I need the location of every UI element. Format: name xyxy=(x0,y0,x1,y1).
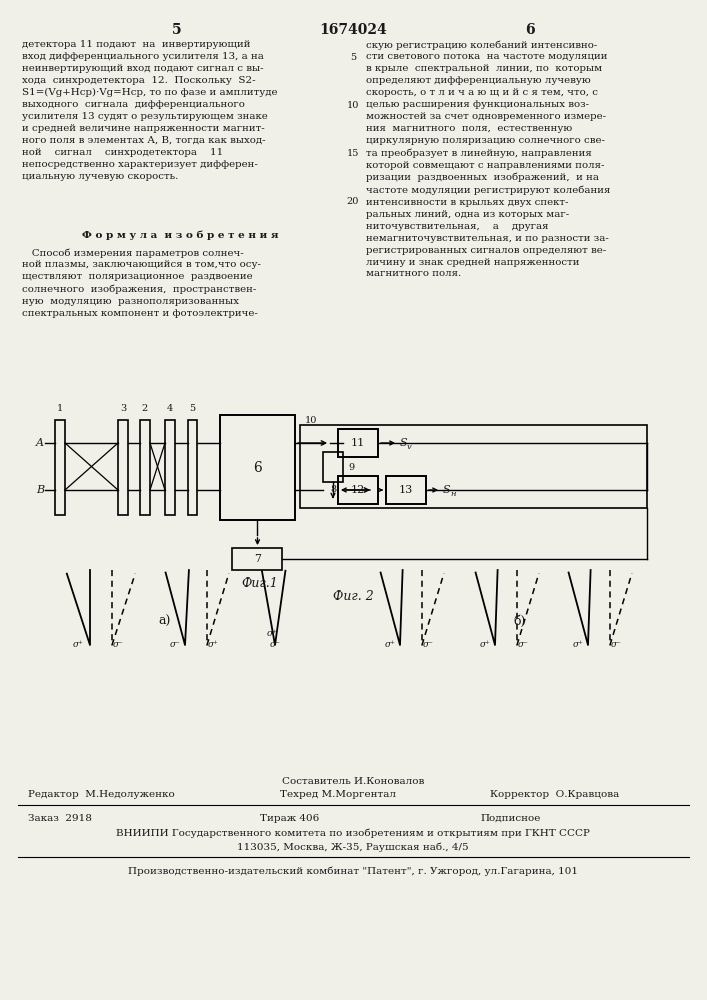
Text: 20: 20 xyxy=(347,198,359,207)
Bar xyxy=(140,420,150,515)
Text: σ⁺: σ⁺ xyxy=(267,629,277,638)
Text: B: B xyxy=(36,485,44,495)
Text: Подписное: Подписное xyxy=(480,814,540,823)
Text: σ⁻: σ⁻ xyxy=(112,640,124,649)
Text: σ⁻: σ⁻ xyxy=(423,640,433,649)
Text: 6: 6 xyxy=(525,23,534,37)
Text: б): б) xyxy=(514,615,526,628)
Text: 13: 13 xyxy=(399,485,413,495)
Text: Составитель И.Коновалов: Составитель И.Коновалов xyxy=(282,777,424,786)
Bar xyxy=(300,425,647,508)
Bar xyxy=(188,420,197,515)
Text: 6: 6 xyxy=(253,460,262,475)
Bar xyxy=(118,420,128,515)
Text: Производственно-издательский комбинат "Патент", г. Ужгород, ул.Гагарина, 101: Производственно-издательский комбинат "П… xyxy=(128,866,578,876)
Text: σ⁻: σ⁻ xyxy=(518,640,528,649)
Text: A: A xyxy=(36,438,44,448)
Bar xyxy=(165,420,175,515)
Text: н: н xyxy=(450,490,455,498)
Text: а): а) xyxy=(159,615,171,628)
Text: σ⁻: σ⁻ xyxy=(170,640,180,649)
Text: σ⁻: σ⁻ xyxy=(269,640,281,649)
Text: S: S xyxy=(443,485,450,495)
Text: 15: 15 xyxy=(347,148,359,157)
Bar xyxy=(338,476,378,504)
Text: 5: 5 xyxy=(189,404,195,413)
Text: Фиг.1: Фиг.1 xyxy=(242,577,279,590)
Text: S: S xyxy=(400,438,408,448)
Text: σ⁺: σ⁺ xyxy=(385,640,395,649)
Bar xyxy=(55,420,65,515)
Text: σ⁺: σ⁺ xyxy=(573,640,583,649)
Text: σ⁻: σ⁻ xyxy=(611,640,621,649)
Text: Корректор  О.Кравцова: Корректор О.Кравцова xyxy=(490,790,619,799)
Text: σ⁺: σ⁺ xyxy=(479,640,491,649)
Text: 3: 3 xyxy=(120,404,126,413)
Text: 10: 10 xyxy=(347,101,359,109)
Text: ВНИИПИ Государственного комитета по изобретениям и открытиям при ГКНТ СССР: ВНИИПИ Государственного комитета по изоб… xyxy=(116,829,590,838)
Text: 5: 5 xyxy=(173,23,182,37)
Text: σ⁺: σ⁺ xyxy=(208,640,218,649)
Text: 1: 1 xyxy=(57,404,63,413)
Text: 9: 9 xyxy=(348,463,354,472)
Text: Тираж 406: Тираж 406 xyxy=(260,814,320,823)
Text: v: v xyxy=(407,443,411,451)
Text: 5: 5 xyxy=(350,52,356,62)
Text: Ф о р м у л а  и з о б р е т е н и я: Ф о р м у л а и з о б р е т е н и я xyxy=(82,230,279,239)
Bar xyxy=(220,415,295,520)
Text: Редактор  М.Недолуженко: Редактор М.Недолуженко xyxy=(28,790,175,799)
Text: Фиг. 2: Фиг. 2 xyxy=(332,590,373,603)
Text: 10: 10 xyxy=(305,416,317,425)
Bar xyxy=(323,452,343,482)
Text: скую регистрацию колебаний интенсивно-
сти светового потока  на частоте модуляци: скую регистрацию колебаний интенсивно- с… xyxy=(366,40,610,278)
Text: Способ измерения параметров солнеч-
ной плазмы, заключающийся в том,что осу-
щес: Способ измерения параметров солнеч- ной … xyxy=(22,248,261,318)
Text: 1674024: 1674024 xyxy=(319,23,387,37)
Text: 2: 2 xyxy=(142,404,148,413)
Text: 8: 8 xyxy=(330,486,336,494)
Text: 7: 7 xyxy=(254,554,261,564)
Text: 113035, Москва, Ж-35, Раушская наб., 4/5: 113035, Москва, Ж-35, Раушская наб., 4/5 xyxy=(237,843,469,852)
Text: Заказ  2918: Заказ 2918 xyxy=(28,814,92,823)
Text: 12: 12 xyxy=(351,485,365,495)
Text: 11: 11 xyxy=(351,438,365,448)
Text: 4: 4 xyxy=(167,404,173,413)
Text: детектора 11 подают  на  инвертирующий
вход дифференциального усилителя 13, а на: детектора 11 подают на инвертирующий вхо… xyxy=(22,40,278,181)
Bar xyxy=(386,476,426,504)
Bar xyxy=(338,429,378,457)
Text: Техред М.Моргентал: Техред М.Моргентал xyxy=(280,790,396,799)
Bar xyxy=(233,548,283,570)
Text: σ⁺: σ⁺ xyxy=(73,640,83,649)
